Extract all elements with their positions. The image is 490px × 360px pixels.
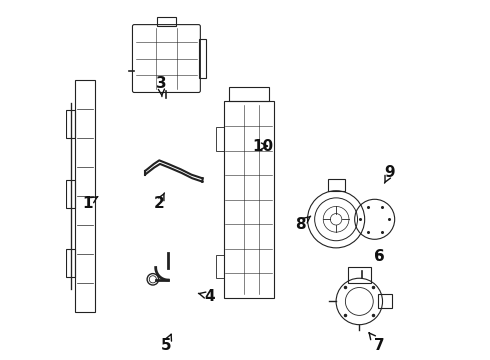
Text: 4: 4 xyxy=(198,289,215,303)
Bar xyxy=(223,102,273,298)
Bar xyxy=(217,255,223,278)
Bar xyxy=(157,18,176,26)
Bar xyxy=(66,249,75,277)
Bar xyxy=(228,87,269,102)
Text: 8: 8 xyxy=(295,216,311,232)
Bar xyxy=(327,179,344,191)
Text: 2: 2 xyxy=(154,193,165,211)
Bar xyxy=(66,110,75,138)
Text: 5: 5 xyxy=(161,334,172,352)
Text: 10: 10 xyxy=(252,139,273,154)
Bar xyxy=(378,294,392,309)
Bar xyxy=(75,80,95,312)
Bar xyxy=(217,127,223,150)
Bar xyxy=(66,180,75,208)
Bar xyxy=(198,39,206,78)
Bar xyxy=(348,267,371,283)
Text: 9: 9 xyxy=(384,165,395,183)
Text: 6: 6 xyxy=(373,249,384,264)
Text: 3: 3 xyxy=(156,76,167,96)
Text: 1: 1 xyxy=(82,196,98,211)
Text: 7: 7 xyxy=(369,333,384,352)
